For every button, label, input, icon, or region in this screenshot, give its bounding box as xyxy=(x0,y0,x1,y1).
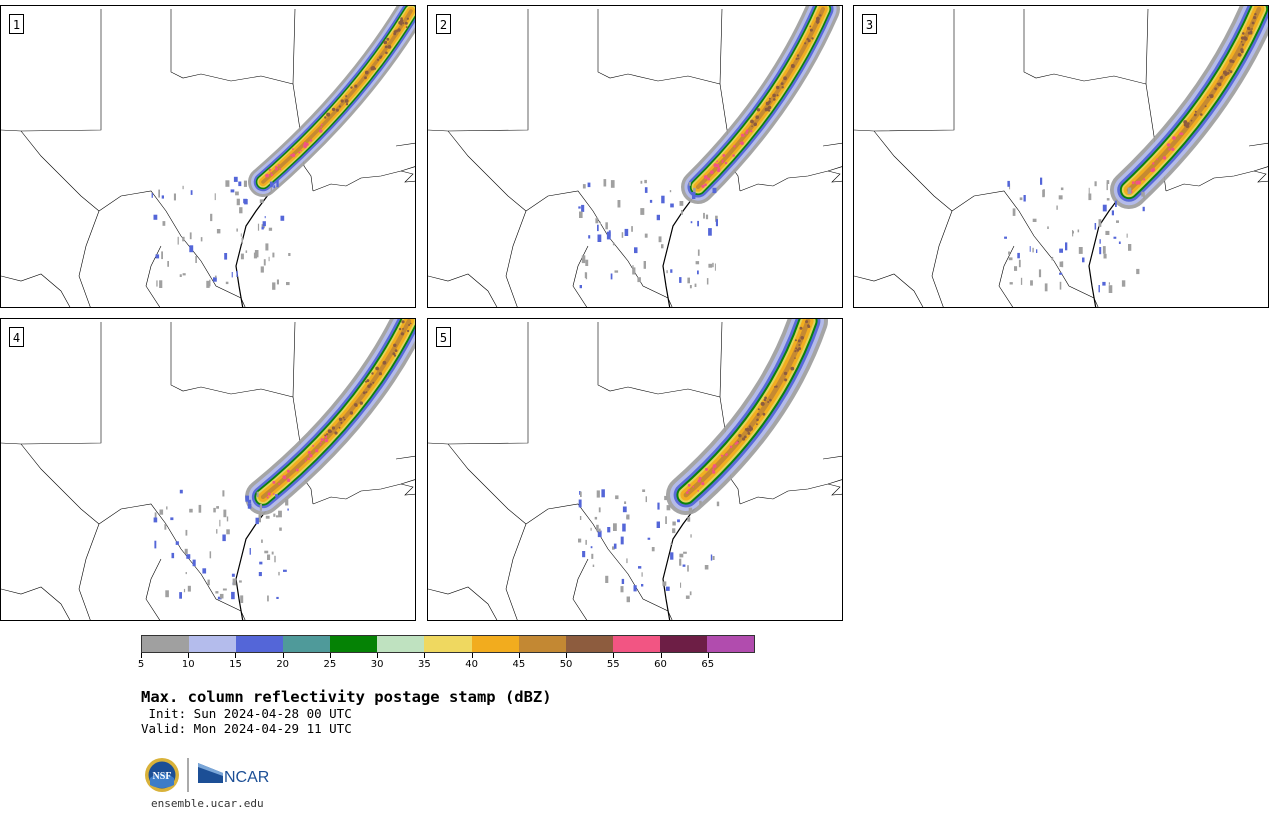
scattered-echoes xyxy=(578,489,720,603)
reflectivity-map-1 xyxy=(1,6,415,307)
colorbar-segment xyxy=(518,636,566,652)
colorbar-tick-label: 60 xyxy=(654,659,667,670)
reflectivity-map-5 xyxy=(428,319,842,620)
colorbar-tick-mark xyxy=(518,653,520,658)
reflectivity-band xyxy=(666,319,828,515)
colorbar-segment xyxy=(236,636,284,652)
colorbar-tick-mark xyxy=(424,653,426,658)
valid-time: Valid: Mon 2024-04-29 11 UTC xyxy=(141,721,352,736)
ncar-logo-icon: NCAR xyxy=(198,763,269,786)
colorbar-tick-mark xyxy=(329,653,331,658)
reflectivity-map-2 xyxy=(428,6,842,307)
colorbar-tick-label: 45 xyxy=(512,659,526,670)
colorbar-segment xyxy=(189,636,237,652)
scattered-echoes xyxy=(1004,177,1145,293)
colorbar-tick-label: 25 xyxy=(323,659,337,670)
colorbar-tick-mark xyxy=(235,653,237,658)
colorbar-tick-label: 35 xyxy=(418,659,431,670)
colorbar-ticks: 5 10 15 20 25 30 35 40 45 50 55 60 65 xyxy=(137,653,755,671)
ensemble-member-panel-2: 2 xyxy=(427,5,843,308)
colorbar-segment xyxy=(283,636,331,652)
ensemble-member-panel-4: 4 xyxy=(0,318,416,621)
panel-label-1: 1 xyxy=(9,14,24,34)
reflectivity-band xyxy=(248,6,415,197)
scattered-echoes xyxy=(153,489,289,603)
ensemble-member-panel-5: 5 xyxy=(427,318,843,621)
state-borders xyxy=(854,8,1268,307)
colorbar-tick-label: 5 xyxy=(137,659,145,670)
colorbar-tick-label: 15 xyxy=(229,659,242,670)
colorbar-tick-label: 40 xyxy=(465,659,478,670)
colorbar-tick-label: 55 xyxy=(606,659,620,670)
colorbar-tick-mark xyxy=(471,653,473,658)
colorbar-segment xyxy=(330,636,378,652)
scattered-echoes xyxy=(578,179,718,289)
nsf-logo-text: NSF xyxy=(153,771,172,782)
panel-label-4: 4 xyxy=(9,327,24,347)
colorbar-tick-label: 65 xyxy=(701,659,715,670)
colorbar-segment xyxy=(471,636,519,652)
colorbar-tick-mark xyxy=(141,653,142,658)
colorbar-tick-mark xyxy=(188,653,190,658)
ensemble-website: ensemble.ucar.edu xyxy=(151,797,264,810)
ncar-logo-text: NCAR xyxy=(224,769,269,786)
colorbar-segment xyxy=(659,636,707,652)
colorbar-segment xyxy=(142,636,190,652)
colorbar-segment xyxy=(612,636,660,652)
state-borders xyxy=(1,8,415,307)
reflectivity-map-3 xyxy=(854,6,1268,307)
panel-label-5: 5 xyxy=(436,327,451,347)
state-borders xyxy=(1,321,415,620)
nsf-logo-icon: NSF xyxy=(145,758,179,792)
colorbar-tick-mark xyxy=(660,653,662,658)
reflectivity-band xyxy=(245,319,415,515)
reflectivity-band xyxy=(681,6,840,204)
reflectivity-colorbar xyxy=(141,635,755,653)
ensemble-member-panel-3: 3 xyxy=(853,5,1269,308)
sponsor-logos: NSF NCAR xyxy=(143,755,283,795)
colorbar-segment xyxy=(565,636,613,652)
colorbar-tick-label: 30 xyxy=(370,659,384,670)
state-borders xyxy=(428,321,842,620)
colorbar-tick-label: 50 xyxy=(559,659,573,670)
colorbar-tick-label: 10 xyxy=(181,659,195,670)
colorbar-segment xyxy=(706,636,755,652)
colorbar-tick-mark xyxy=(707,653,709,658)
reflectivity-map-4 xyxy=(1,319,415,620)
ensemble-member-panel-1: 1 xyxy=(0,5,416,308)
colorbar-tick-mark xyxy=(613,653,615,658)
init-time: Init: Sun 2024-04-28 00 UTC xyxy=(141,706,352,721)
colorbar-segment xyxy=(377,636,425,652)
panel-label-3: 3 xyxy=(862,14,877,34)
reflectivity-band xyxy=(1110,6,1268,209)
colorbar-tick-mark xyxy=(282,653,284,658)
scattered-echoes xyxy=(151,176,291,290)
colorbar-tick-mark xyxy=(566,653,568,658)
state-borders xyxy=(428,8,842,307)
panel-label-2: 2 xyxy=(436,14,451,34)
colorbar-segment xyxy=(424,636,472,652)
colorbar-tick-label: 20 xyxy=(276,659,290,670)
colorbar-tick-mark xyxy=(377,653,379,658)
figure-title: Max. column reflectivity postage stamp (… xyxy=(141,688,552,706)
